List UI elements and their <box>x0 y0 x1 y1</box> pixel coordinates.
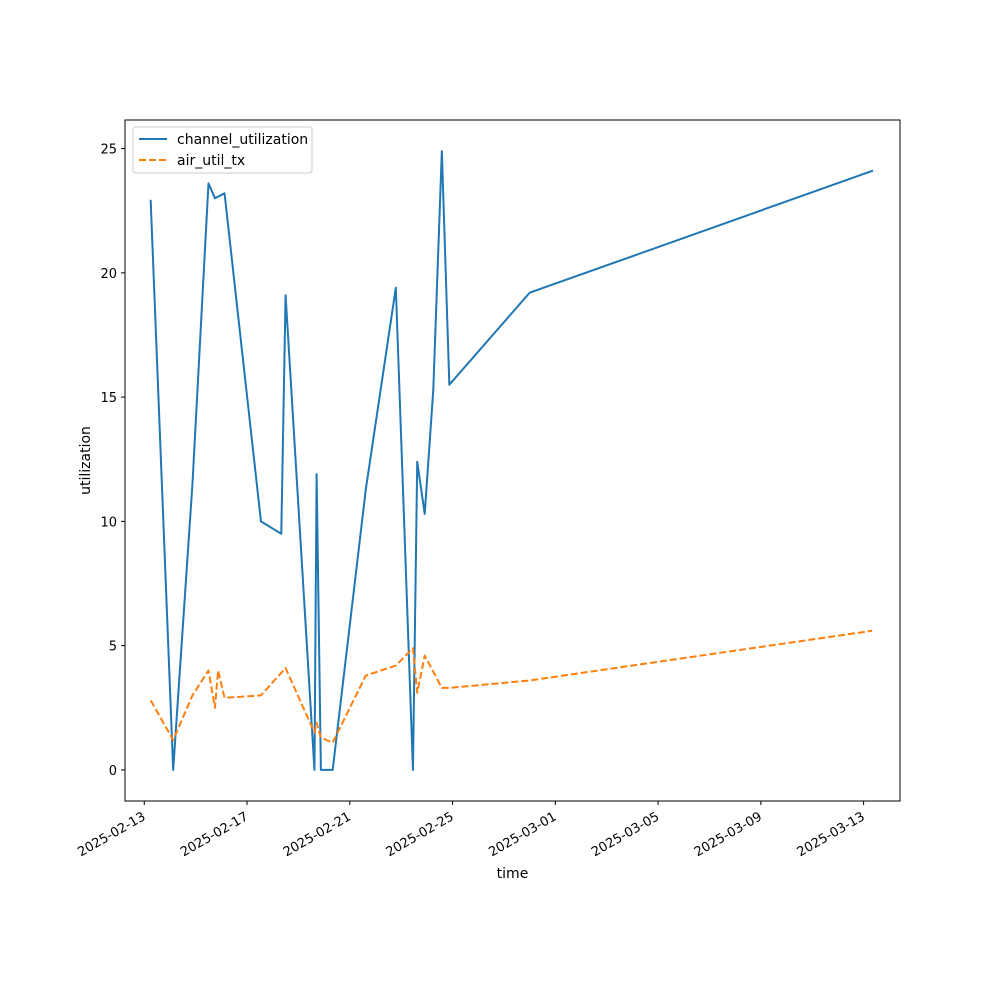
x-axis: 2025-02-13 2025-02-17 2025-02-21 2025-02-25… <box>75 801 868 860</box>
y-tick-label: 20 <box>100 267 117 282</box>
legend: channel_utilization air_util_tx <box>132 126 313 174</box>
x-tick-label: 2025-02-17 <box>178 809 251 860</box>
x-tick-label: 2025-02-13 <box>75 809 148 860</box>
y-tick-label: 15 <box>100 391 117 406</box>
x-tick-label: 2025-03-13 <box>795 809 868 860</box>
y-axis: 0 5 10 15 20 25 <box>100 143 125 779</box>
y-tick-label: 25 <box>100 143 117 158</box>
legend-label-air-util-tx: air_util_tx <box>177 153 245 169</box>
x-tick-label: 2025-02-21 <box>281 809 354 860</box>
x-tick-label: 2025-03-09 <box>692 809 765 860</box>
plot-frame <box>124 119 901 802</box>
y-tick-label: 10 <box>100 515 117 530</box>
x-tick-label: 2025-03-05 <box>589 809 662 860</box>
y-tick-label: 5 <box>109 640 117 655</box>
legend-label-channel-utilization: channel_utilization <box>177 132 308 148</box>
y-tick-label: 0 <box>109 764 117 779</box>
x-tick-label: 2025-02-25 <box>384 809 457 860</box>
legend-box <box>132 126 313 174</box>
series-line-air-util-tx <box>149 629 873 744</box>
series-layer <box>149 150 874 771</box>
series-line-channel-utilization <box>149 150 874 771</box>
x-axis-label: time <box>497 866 529 882</box>
x-tick-label: 2025-03-01 <box>486 809 559 860</box>
y-axis-label: utilization <box>78 426 94 495</box>
